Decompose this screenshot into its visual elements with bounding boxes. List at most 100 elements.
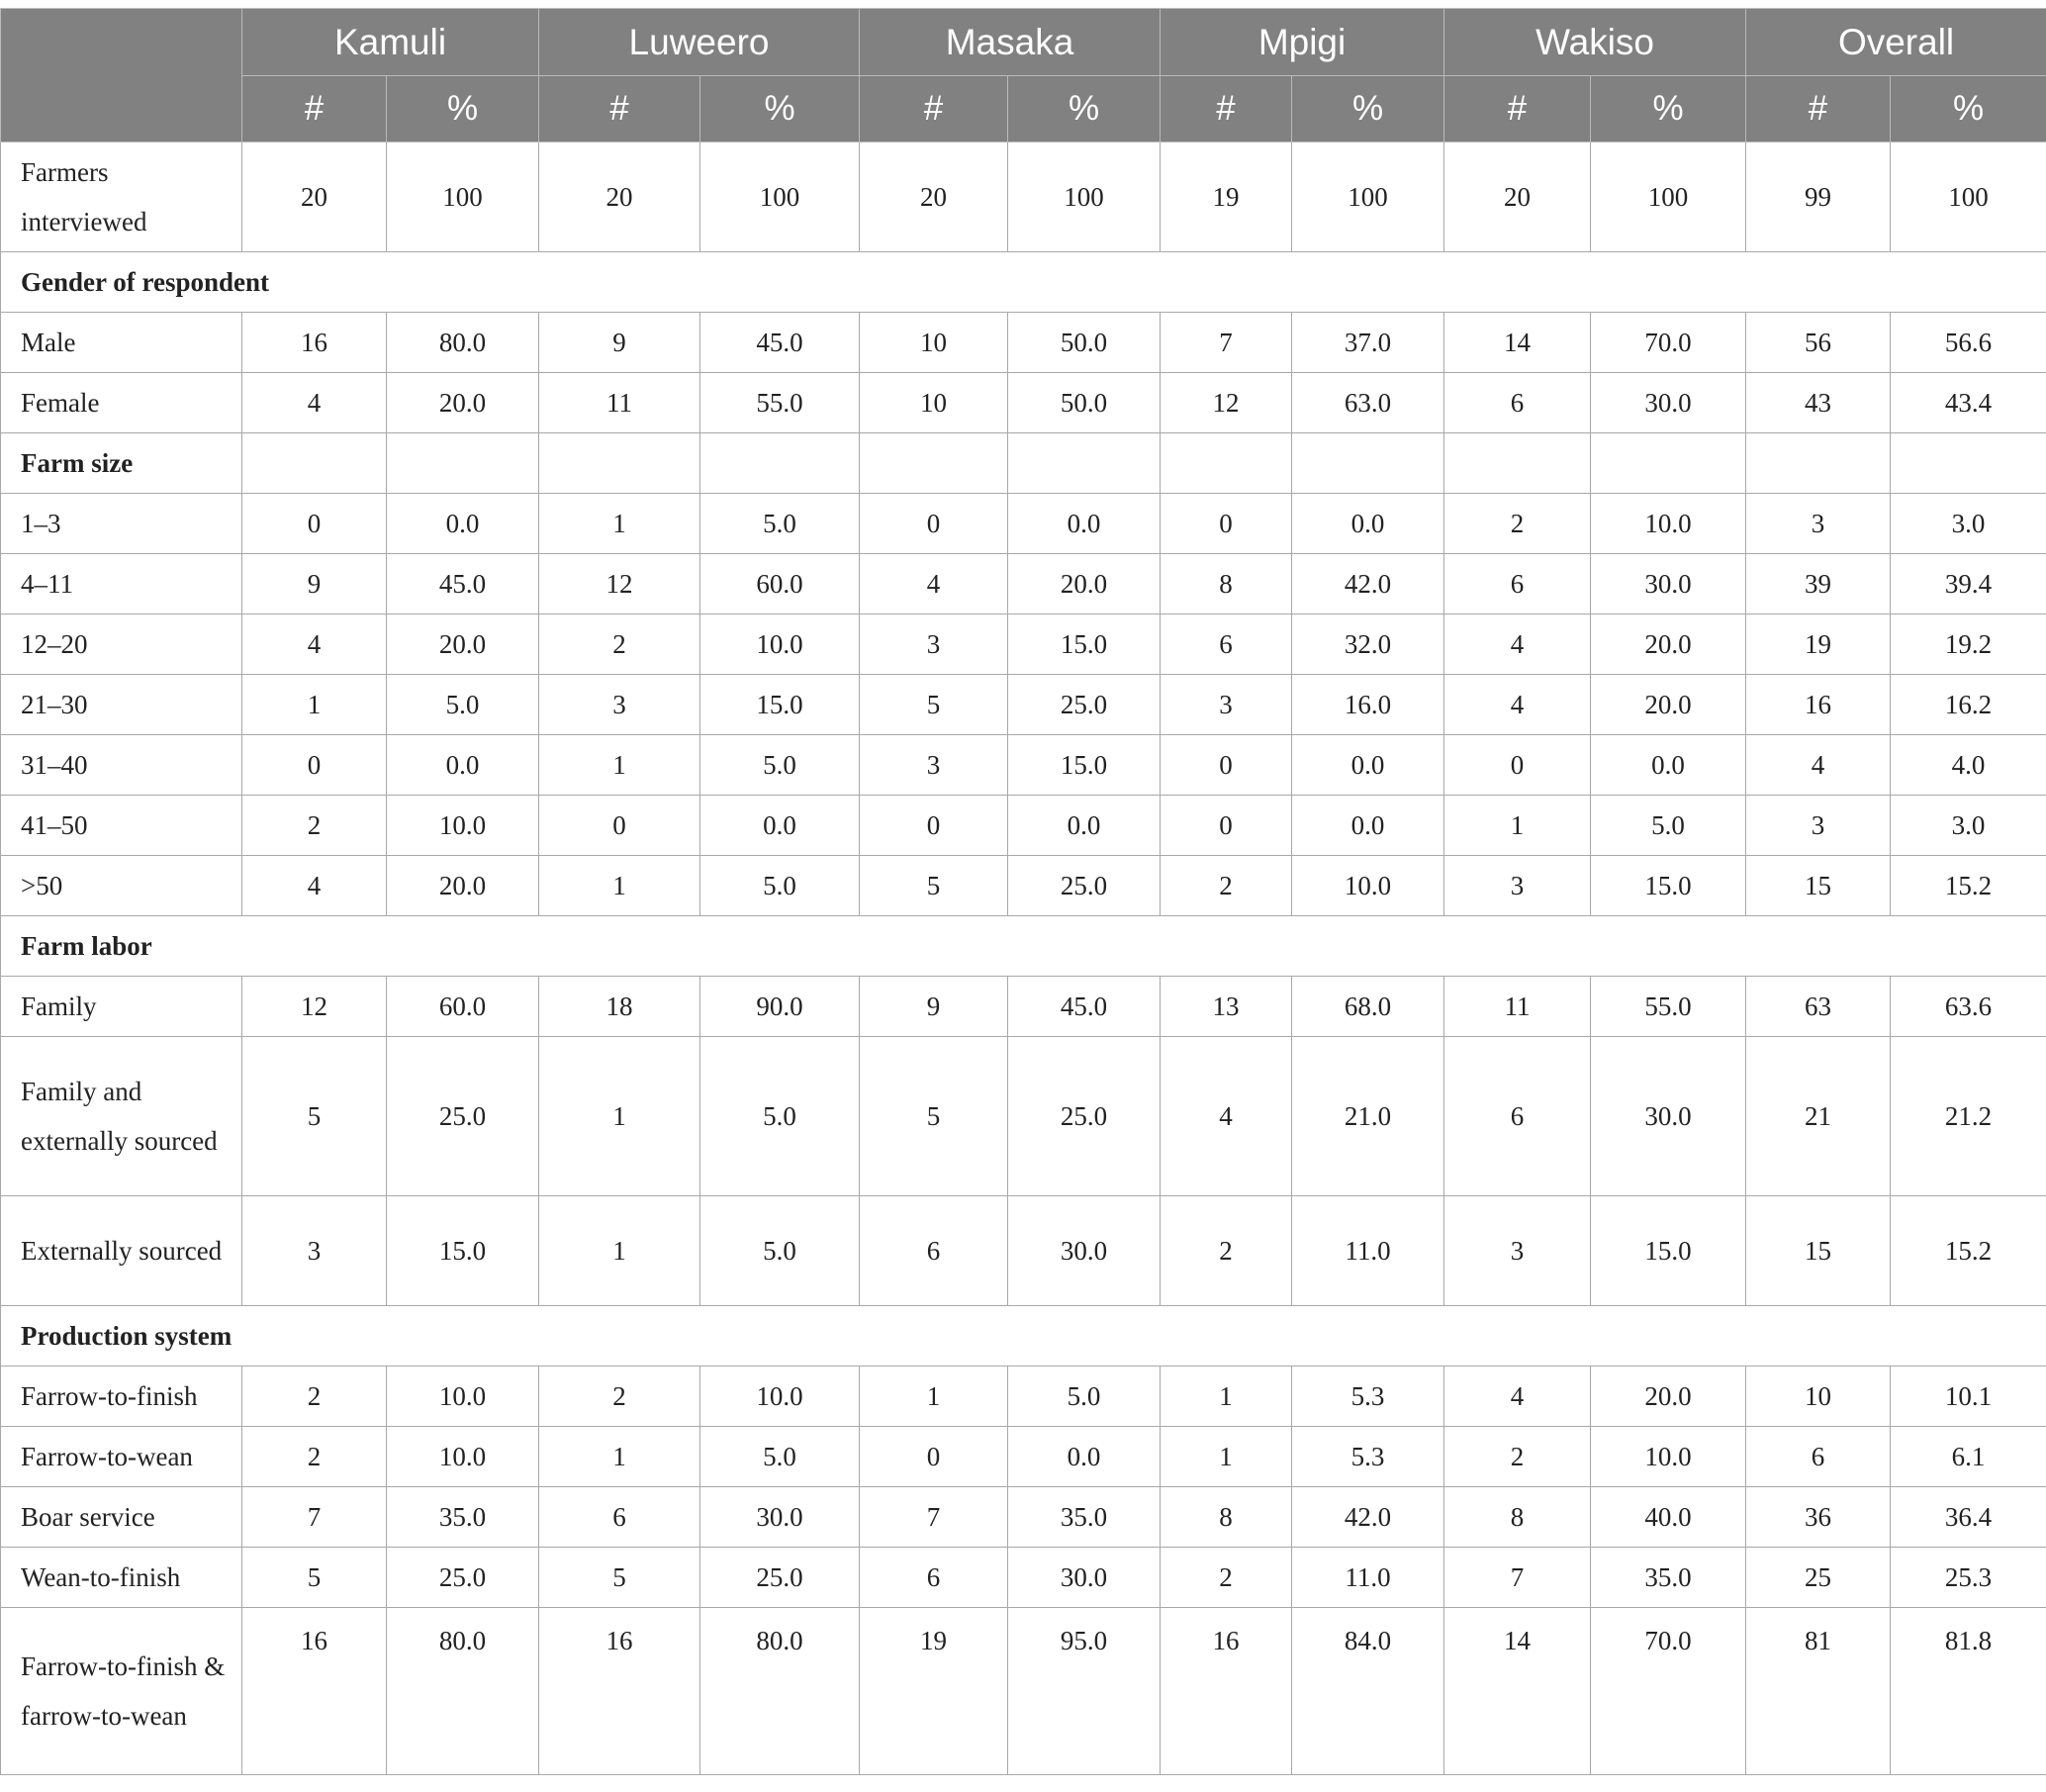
count-cell: 0 [241,734,387,796]
count-cell: 18 [538,976,701,1037]
count-cell: 4 [241,855,387,916]
header-percent: % [1291,75,1445,142]
row-label: Farrow-to-finish [0,1366,242,1427]
count-cell: 2 [1443,493,1592,554]
section-title: Production system [0,1305,2046,1367]
empty-cell [241,432,387,494]
count-cell: 7 [1443,1547,1592,1608]
percent-cell: 60.0 [385,976,540,1037]
count-cell: 0 [859,795,1009,856]
percent-cell: 11.0 [1291,1195,1445,1306]
count-cell: 7 [241,1486,387,1548]
section-header-row: Farm size [0,432,2046,494]
empty-cell [1443,432,1592,494]
percent-cell: 32.0 [1291,613,1445,675]
count-cell: 12 [241,976,387,1037]
percent-cell: 35.0 [385,1486,540,1548]
header-corner-cell [0,8,242,142]
header-count: # [241,75,387,142]
percent-cell: 25.0 [1007,674,1162,735]
percent-cell: 80.0 [385,1607,540,1775]
percent-cell: 5.0 [699,734,861,796]
row-label: Wean-to-finish [0,1547,242,1608]
count-cell: 9 [538,312,701,373]
count-cell: 0 [859,493,1009,554]
count-cell: 12 [538,553,701,614]
count-cell: 0 [1443,734,1592,796]
count-cell: 10 [859,312,1009,373]
count-cell: 5 [241,1547,387,1608]
count-cell: 43 [1745,372,1892,433]
percent-cell: 10.0 [1291,855,1445,916]
count-cell: 19 [1160,141,1293,252]
percent-cell: 5.0 [699,855,861,916]
section-title: Farm size [0,432,242,494]
percent-cell: 15.0 [699,674,861,735]
count-cell: 8 [1443,1486,1592,1548]
count-cell: 2 [538,1366,701,1427]
percent-cell: 10.0 [1590,493,1747,554]
row-label: Family [0,976,242,1037]
count-cell: 1 [859,1366,1009,1427]
percent-cell: 0.0 [1291,795,1445,856]
percent-cell: 100 [1291,141,1445,252]
count-cell: 11 [538,372,701,433]
count-cell: 4 [1443,613,1592,675]
percent-cell: 84.0 [1291,1607,1445,1775]
count-cell: 12 [1160,372,1293,433]
count-cell: 21 [1745,1036,1892,1196]
percent-cell: 95.0 [1007,1607,1162,1775]
percent-cell: 45.0 [385,553,540,614]
table-row: 21–30 1 5.0 3 15.0 5 25.0 3 16.0 4 20.0 16 16.2 [0,674,2046,735]
count-cell: 9 [241,553,387,614]
percent-cell: 40.0 [1590,1486,1747,1548]
table-row: Female 4 20.0 11 55.0 10 50.0 12 63.0 6 30.0 43 43.4 [0,372,2046,433]
count-cell: 1 [538,1195,701,1306]
row-label: 4–11 [0,553,242,614]
count-cell: 4 [1443,1366,1592,1427]
percent-cell: 63.0 [1291,372,1445,433]
count-cell: 5 [538,1547,701,1608]
table-row: 41–50 2 10.0 0 0.0 0 0.0 0 0.0 1 5.0 3 3.0 [0,795,2046,856]
count-cell: 20 [241,141,387,252]
count-cell: 0 [1160,493,1293,554]
count-cell: 8 [1160,553,1293,614]
count-cell: 56 [1745,312,1892,373]
percent-cell: 5.0 [699,493,861,554]
percent-cell: 0.0 [1291,493,1445,554]
percent-cell: 20.0 [385,372,540,433]
count-cell: 4 [1160,1036,1293,1196]
section-title: Gender of respondent [0,251,2046,313]
percent-cell: 10.0 [699,613,861,675]
count-cell: 16 [1745,674,1892,735]
count-cell: 5 [859,1036,1009,1196]
count-cell: 2 [1160,1547,1293,1608]
count-cell: 3 [538,674,701,735]
count-cell: 5 [859,855,1009,916]
percent-cell: 90.0 [699,976,861,1037]
count-cell: 14 [1443,312,1592,373]
row-label: >50 [0,855,242,916]
percent-cell: 16.0 [1291,674,1445,735]
percent-cell: 5.0 [1007,1366,1162,1427]
table-row: Male 16 80.0 9 45.0 10 50.0 7 37.0 14 70.0 56 56.6 [0,312,2046,373]
percent-cell: 10.0 [385,1366,540,1427]
table-row: Farrow-to-wean 2 10.0 1 5.0 0 0.0 1 5.3 2 10.0 6 6.1 [0,1426,2046,1487]
percent-cell: 43.4 [1890,372,2046,433]
empty-cell [1007,432,1162,494]
table-row: Farmers interviewed 20 100 20 100 20 100 19 100 2… [0,141,2046,252]
percent-cell: 100 [385,141,540,252]
percent-cell: 5.0 [385,674,540,735]
count-cell: 19 [1745,613,1892,675]
table-row: Farrow-to-finish & farrow-to-wean 16 80.0 1… [0,1607,2046,1775]
percent-cell: 20.0 [385,855,540,916]
percent-cell: 20.0 [1590,674,1747,735]
count-cell: 4 [1745,734,1892,796]
percent-cell: 5.0 [1590,795,1747,856]
percent-cell: 80.0 [385,312,540,373]
table-row: Farrow-to-finish 2 10.0 2 10.0 1 5.0 1 5.3 4 20.0 1… [0,1366,2046,1427]
count-cell: 3 [1443,855,1592,916]
percent-cell: 68.0 [1291,976,1445,1037]
percent-cell: 60.0 [699,553,861,614]
count-cell: 1 [1160,1426,1293,1487]
